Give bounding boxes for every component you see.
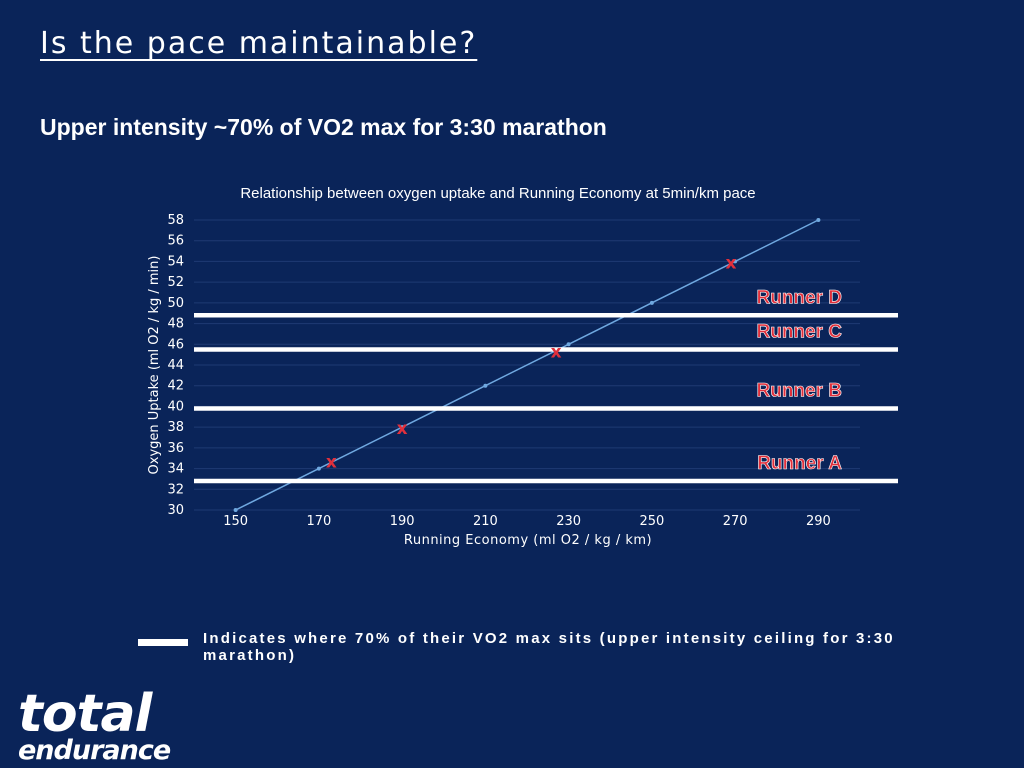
runner-marker: x <box>397 419 408 439</box>
legend-text: Indicates where 70% of their VO2 max sit… <box>203 630 895 664</box>
runner-label: Runner C <box>757 321 843 342</box>
y-tick-label: 58 <box>167 213 184 228</box>
runner-label: Runner A <box>757 453 842 474</box>
series-point <box>816 218 821 222</box>
logo-line-1: total <box>18 684 152 744</box>
x-tick-label: 230 <box>556 514 581 529</box>
y-tick-label: 30 <box>167 503 184 518</box>
x-axis-label: Running Economy (ml O2 / kg / km) <box>404 533 652 548</box>
page-title: Is the pace maintainable? <box>40 26 478 61</box>
x-tick-label: 190 <box>390 514 415 529</box>
x-tick-label: 150 <box>223 514 248 529</box>
runner-marker: x <box>725 254 736 274</box>
logo-line-2: endurance <box>18 735 171 766</box>
y-tick-label: 32 <box>167 482 184 497</box>
x-tick-label: 270 <box>723 514 748 529</box>
page-subtitle: Upper intensity ~70% of VO2 max for 3:30… <box>40 114 607 140</box>
series-point <box>483 383 488 388</box>
legend-threshold-swatch <box>138 639 188 646</box>
y-axis-label: Oxygen Uptake (ml O2 / kg / min) <box>147 256 162 475</box>
x-tick-label: 210 <box>473 514 498 529</box>
series-point <box>566 342 571 347</box>
series-point <box>400 425 405 430</box>
y-tick-label: 54 <box>167 254 184 269</box>
y-tick-label: 56 <box>167 234 184 249</box>
y-tick-label: 42 <box>167 379 184 394</box>
y-tick-label: 48 <box>167 317 184 332</box>
y-tick-label: 44 <box>167 358 184 373</box>
y-tick-label: 52 <box>167 275 184 290</box>
chart-title: Relationship between oxygen uptake and R… <box>240 185 755 202</box>
y-tick-label: 40 <box>167 399 184 414</box>
x-tick-label: 170 <box>306 514 331 529</box>
total-endurance-logo: total endurance <box>18 684 171 766</box>
y-tick-label: 46 <box>167 337 184 352</box>
series-line <box>235 219 819 511</box>
series-point <box>649 300 654 305</box>
y-tick-label: 36 <box>167 441 184 456</box>
series-point <box>316 466 321 471</box>
y-tick-label: 38 <box>167 420 184 435</box>
x-tick-label: 290 <box>806 514 831 529</box>
series-point <box>233 508 238 512</box>
runner-marker: x <box>326 452 337 472</box>
y-tick-label: 50 <box>167 296 184 311</box>
runner-marker: x <box>551 343 562 363</box>
runner-label: Runner D <box>757 287 843 308</box>
x-tick-label: 250 <box>639 514 664 529</box>
runner-label: Runner B <box>757 381 843 402</box>
y-tick-label: 34 <box>167 462 184 477</box>
series-point <box>733 259 738 264</box>
